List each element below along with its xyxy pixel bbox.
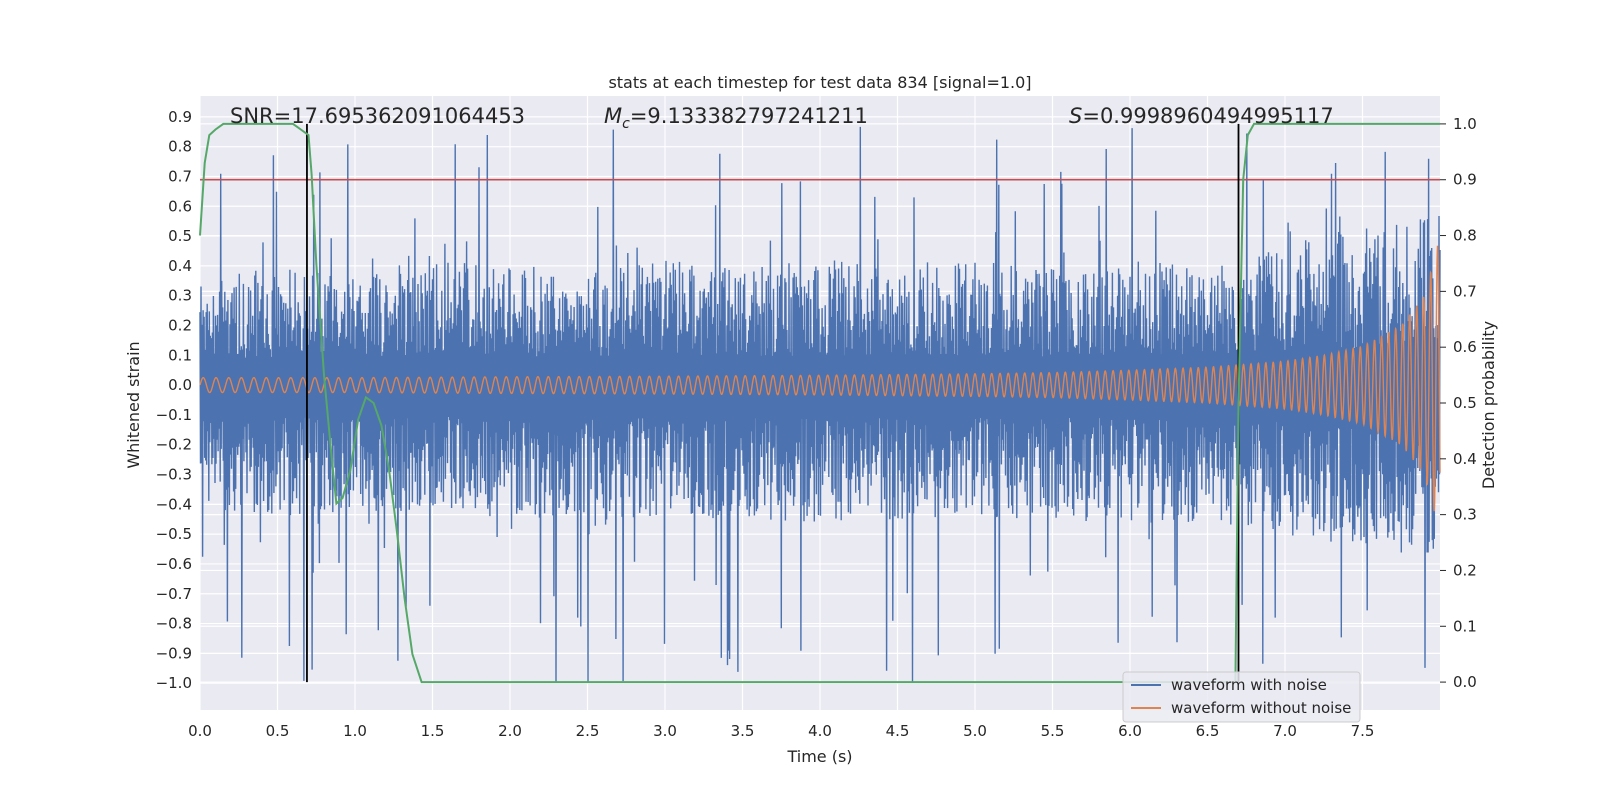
y-left-tick-label: 0.5: [168, 227, 192, 245]
y-left-tick-label: −1.0: [156, 674, 192, 692]
y-left-tick-label: 0.4: [168, 257, 192, 275]
y-left-tick-label: 0.1: [168, 346, 192, 364]
snr-annotation: SNR=17.695362091064453: [230, 104, 525, 128]
x-tick-label: 2.5: [576, 722, 600, 740]
x-tick-label: 0.5: [266, 722, 290, 740]
ticks: 0.0 0.5 1.0 1.5 2.0 2.5 3.0 3.5 4.0 4.5 5.0 5.5 6.0 6…: [156, 108, 1477, 740]
y-left-tick-label: 0.0: [168, 376, 192, 394]
x-tick-label: 1.0: [343, 722, 367, 740]
y-right-tick-label: 0.4: [1453, 450, 1477, 468]
y-right-tick-label: 0.0: [1453, 673, 1477, 691]
x-tick-label: 6.5: [1196, 722, 1220, 740]
y-left-tick-label: −0.2: [156, 436, 192, 454]
legend-box: [1122, 671, 1361, 723]
y-left-tick-label: −0.4: [156, 495, 192, 513]
y-left-tick-label: −0.5: [156, 525, 192, 543]
y-right-tick-label: 1.0: [1453, 115, 1477, 133]
y-left-tick-label: −0.3: [156, 466, 192, 484]
x-tick-label: 3.0: [653, 722, 677, 740]
y-right-tick-label: 0.2: [1453, 561, 1477, 579]
x-tick-label: 0.0: [188, 722, 212, 740]
x-tick-label: 5.5: [1041, 722, 1065, 740]
x-tick-label: 2.0: [498, 722, 522, 740]
series-detection-probability: [199, 122, 1440, 684]
x-tick-label: 4.5: [886, 722, 910, 740]
score-annotation: S=0.9998960494995117: [1069, 104, 1334, 128]
y-left-tick-label: 0.9: [168, 108, 192, 126]
y-left-tick-label: 0.2: [168, 317, 192, 335]
chart-title: stats at each timestep for test data 834…: [608, 73, 1031, 92]
series-waveform-without-noise: [199, 245, 1441, 512]
y-right-tick-label: 0.5: [1453, 394, 1477, 412]
y-left-tick-label: −0.9: [156, 644, 192, 662]
x-tick-label: 1.5: [421, 722, 445, 740]
legend: waveform with noise waveform without noi…: [1122, 671, 1361, 723]
series-waveform-with-noise: [199, 126, 1441, 683]
y-right-tick-label: 0.8: [1453, 227, 1477, 245]
legend-label-noisy: waveform with noise: [1171, 676, 1327, 694]
legend-label-clean: waveform without noise: [1171, 699, 1351, 717]
y-left-tick-label: −0.6: [156, 555, 192, 573]
y-left-tick-label: 0.7: [168, 167, 192, 185]
y-left-tick-label: −0.1: [156, 406, 192, 424]
y-left-tick-label: 0.6: [168, 197, 192, 215]
chirp-mass-annotation: Mc=9.133382797241211: [604, 104, 868, 132]
y-axis-label-left: Whitened strain: [124, 341, 143, 468]
y-left-tick-label: −0.7: [156, 585, 192, 603]
y-right-tick-label: 0.7: [1453, 282, 1477, 300]
y-right-tick-label: 0.3: [1453, 506, 1477, 524]
x-tick-label: 3.5: [731, 722, 755, 740]
x-tick-label: 4.0: [808, 722, 832, 740]
x-tick-label: 7.5: [1351, 722, 1375, 740]
y-right-tick-label: 0.6: [1453, 338, 1477, 356]
y-left-tick-label: 0.8: [168, 138, 192, 156]
y-axis-label-right: Detection probability: [1479, 321, 1498, 489]
y-left-tick-label: −0.8: [156, 615, 192, 633]
y-right-tick-label: 0.9: [1453, 171, 1477, 189]
x-tick-label: 6.0: [1118, 722, 1142, 740]
y-right-tick-label: 0.1: [1453, 617, 1477, 635]
y-left-tick-label: 0.3: [168, 287, 192, 305]
x-tick-label: 5.0: [963, 722, 987, 740]
data-layer: [199, 122, 1441, 684]
x-tick-label: 7.0: [1273, 722, 1297, 740]
x-axis-label: Time (s): [786, 747, 852, 766]
